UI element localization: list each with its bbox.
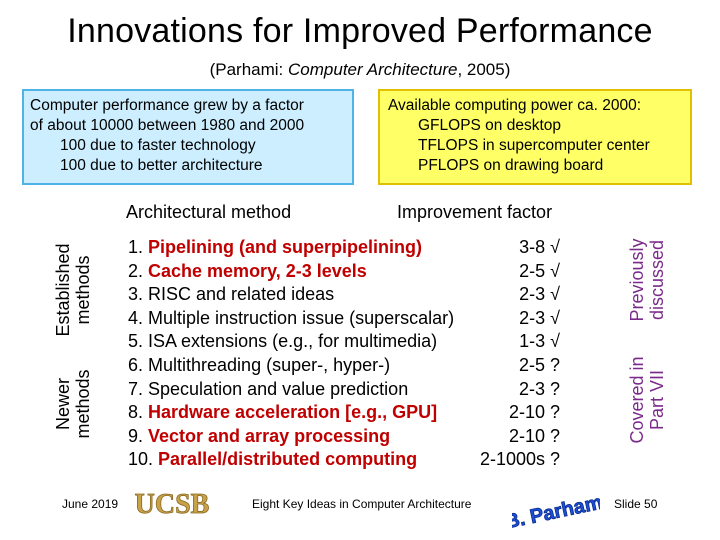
ucsb-logo: UCSB [128,486,216,520]
previously-line-2: discussed [647,239,667,321]
method-row-2: 2. Cache memory, 2-3 levels 2-5 √ [120,260,560,284]
newer-methods-label: Newer methods [53,357,97,451]
method-text: Multiple instruction issue (superscalar) [148,307,455,328]
slide-number: Slide 50 [614,497,658,511]
method-factor: 2-5 √ [519,260,560,281]
covered-line-1: Covered in [627,356,647,444]
footer-date: June 2019 [62,497,119,511]
method-number: 7. [128,378,149,399]
author-logo: B. Parhami [512,490,600,534]
previously-discussed-label: Previously discussed [627,225,671,335]
subtitle-book: Computer Architecture [288,60,458,79]
method-number: 3. [128,284,149,305]
method-text: Vector and array processing [148,425,391,446]
newer-line-2: methods [73,369,93,439]
method-label: 7. Speculation and value prediction [128,378,408,402]
footer-center-text: Eight Key Ideas in Computer Architecture [252,497,472,511]
performance-growth-box: Computer performance grew by a factor of… [22,89,354,185]
method-factor: 2-1000s ? [479,449,560,470]
method-text: Speculation and value prediction [148,378,409,399]
method-factor: 2-10 ? [508,425,560,446]
method-row-1: 1. Pipelining (and superpipelining) 3-8 √ [120,236,560,260]
method-row-9: 9. Vector and array processing 2-10 ? [120,425,560,449]
methods-list: 1. Pipelining (and superpipelining) 3-8 √… [120,236,560,472]
method-text: ISA extensions (e.g., for multimedia) [148,331,438,352]
method-label: 1. Pipelining (and superpipelining) [128,236,422,260]
method-factor: 2-5 ? [518,354,560,375]
method-number: 8. [128,402,149,423]
method-number: 2. [128,260,149,281]
method-text: Cache memory, 2-3 levels [148,260,367,281]
method-factor: 2-3 √ [519,307,560,328]
method-factor: 2-3 √ [519,284,560,305]
method-text: Multithreading (super-, hyper-) [148,354,391,375]
slide-title: Innovations for Improved Performance [67,12,653,50]
established-methods-label: Established methods [53,235,97,345]
box-left-line-1: Computer performance grew by a factor [30,97,304,114]
method-row-3: 3. RISC and related ideas 2-3 √ [120,283,560,307]
method-row-10: 10. Parallel/distributed computing 2-1000… [120,448,560,472]
method-number: 9. [128,425,149,446]
method-row-6: 6. Multithreading (super-, hyper-) 2-5 ? [120,354,560,378]
box-left-line-2: of about 10000 between 1980 and 2000 [30,117,305,134]
subtitle-suffix: , 2005) [457,60,511,79]
method-number: 1. [128,237,149,257]
method-row-4: 4. Multiple instruction issue (superscal… [120,307,560,331]
method-label: 2. Cache memory, 2-3 levels [128,260,367,284]
method-text: Parallel/distributed computing [158,449,418,470]
box-right-line-1: Available computing power ca. 2000: [388,97,642,114]
method-number: 10. [128,449,159,470]
newer-line-1: Newer [53,378,73,431]
method-text: RISC and related ideas [148,284,335,305]
slide-subtitle: (Parhami: Computer Architecture, 2005) [0,60,720,80]
method-row-7: 7. Speculation and value prediction 2-3 ? [120,378,560,402]
method-factor: 1-3 √ [519,331,560,352]
method-label: 8. Hardware acceleration [e.g., GPU] [128,401,437,425]
previously-line-1: Previously [627,238,647,322]
method-text: Pipelining (and superpipelining) [148,237,423,257]
method-label: 9. Vector and array processing [128,425,390,449]
method-text: Hardware acceleration [e.g., GPU] [148,402,438,423]
column-header-method: Architectural method [126,202,292,222]
method-label: 3. RISC and related ideas [128,283,334,307]
established-line-2: methods [73,255,93,325]
method-label: 4. Multiple instruction issue (superscal… [128,307,454,331]
method-number: 5. [128,331,149,352]
box-right-line-4: PFLOPS on drawing board [418,157,604,174]
box-left-line-4: 100 due to better architecture [60,157,263,174]
method-factor: 3-8 √ [519,237,560,257]
method-label: 10. Parallel/distributed computing [128,448,417,472]
computing-power-box: Available computing power ca. 2000: GFLO… [378,89,692,185]
box-right-line-3: TFLOPS in supercomputer center [418,137,650,154]
column-header-factor: Improvement factor [397,202,553,222]
method-number: 6. [128,354,149,375]
ucsb-logo-text: UCSB [135,489,210,520]
author-logo-text: B. Parhami [512,490,600,533]
method-label: 6. Multithreading (super-, hyper-) [128,354,390,378]
method-factor: 2-3 ? [518,378,560,399]
subtitle-prefix: (Parhami: [209,60,289,79]
method-row-8: 8. Hardware acceleration [e.g., GPU] 2-10… [120,401,560,425]
method-label: 5. ISA extensions (e.g., for multimedia) [128,330,437,354]
box-right-line-2: GFLOPS on desktop [418,117,562,134]
box-left-line-3: 100 due to faster technology [60,137,256,154]
method-factor: 2-10 ? [508,402,560,423]
established-line-1: Established [53,243,73,337]
method-row-5: 5. ISA extensions (e.g., for multimedia)… [120,330,560,354]
method-number: 4. [128,307,149,328]
covered-part-vii-label: Covered in Part VII [627,329,671,471]
covered-line-2: Part VII [647,369,667,431]
